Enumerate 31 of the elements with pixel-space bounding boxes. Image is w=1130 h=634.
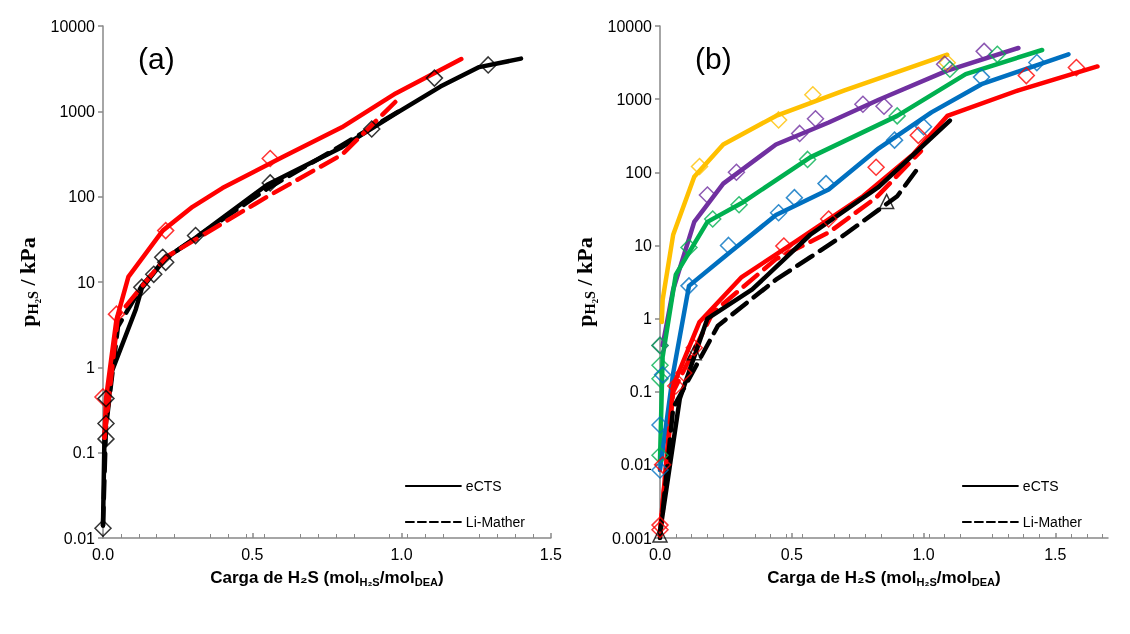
legend-label: eCTS (1022, 478, 1059, 494)
y-tick-label: 1000 (616, 90, 653, 108)
x-tick-label: 0.0 (648, 545, 672, 563)
text: (a) (138, 41, 175, 75)
y-axis-title: pH₂S / kPa (571, 237, 598, 327)
y-tick-label: 0.001 (611, 529, 653, 547)
y-tick-label: 0.01 (620, 456, 653, 474)
y-axis-title: pH₂S / kPa (14, 237, 41, 327)
text: (b) (695, 41, 732, 75)
y-tick-label: 100 (625, 163, 653, 181)
x-tick-label: 0.5 (780, 545, 803, 563)
y-tick-label: 10 (634, 236, 653, 254)
y-tick-label: 0.1 (629, 383, 653, 401)
x-tick-label: 1.5 (539, 545, 563, 563)
x-tick-label: 1.5 (1044, 545, 1067, 563)
y-tick-label: 10000 (607, 17, 653, 35)
x-tick-label: 1.0 (912, 545, 935, 563)
x-tick-label: 0.0 (91, 545, 115, 563)
y-tick-label: 1 (643, 310, 653, 328)
y-tick-label: 1000 (59, 102, 96, 120)
y-tick-label: 0.01 (63, 529, 96, 547)
y-tick-label: 100 (68, 188, 96, 206)
x-tick-label: 1.0 (390, 545, 413, 563)
legend-label: eCTS (465, 478, 502, 494)
y-tick-label: 10000 (50, 17, 96, 35)
y-tick-label: 0.1 (72, 444, 96, 462)
y-tick-label: 10 (77, 273, 96, 291)
legend-label: Li-Mather (465, 514, 526, 530)
y-tick-label: 1 (86, 358, 96, 376)
legend-label: Li-Mather (1022, 514, 1083, 530)
x-tick-label: 0.5 (241, 545, 264, 563)
